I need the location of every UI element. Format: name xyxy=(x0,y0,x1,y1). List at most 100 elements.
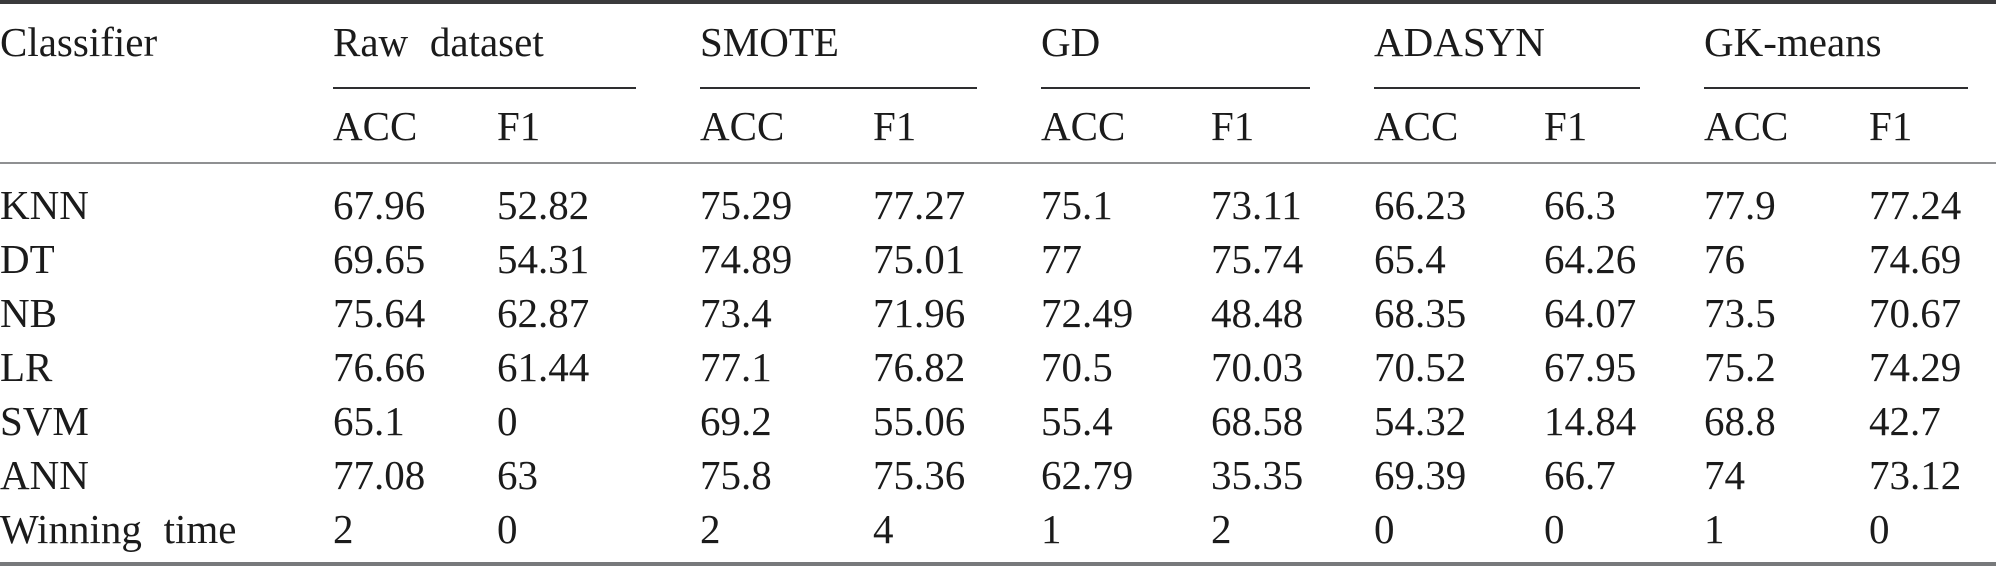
metric-header: ACC xyxy=(700,102,785,149)
table-cell: 67.95 xyxy=(1544,344,1637,390)
table-cell: 0 xyxy=(497,506,518,552)
row-label: Winning time xyxy=(0,506,237,552)
table-cell: 0 xyxy=(1869,506,1890,552)
group-underline xyxy=(1041,87,1310,89)
table-cell: 48.48 xyxy=(1211,290,1304,336)
table-cell: 64.26 xyxy=(1544,236,1637,282)
table-cell: 69.39 xyxy=(1374,452,1467,498)
table-cell: 73.5 xyxy=(1704,290,1776,336)
row-label: SVM xyxy=(0,398,89,444)
table-cell: 54.31 xyxy=(497,236,590,282)
table-cell: 52.82 xyxy=(497,182,590,228)
table-cell: 74.89 xyxy=(700,236,793,282)
table-cell: 77 xyxy=(1041,236,1082,282)
table-cell: 75.8 xyxy=(700,452,772,498)
group-underline xyxy=(333,87,636,89)
table-cell: 71.96 xyxy=(873,290,966,336)
row-label: ANN xyxy=(0,452,89,498)
metric-header: F1 xyxy=(1211,102,1255,149)
table-cell: 70.52 xyxy=(1374,344,1467,390)
table-cell: 75.74 xyxy=(1211,236,1304,282)
table-cell: 75.64 xyxy=(333,290,426,336)
group-header-raw-dataset: Raw dataset xyxy=(333,2,700,89)
metric-header: F1 xyxy=(1869,102,1913,149)
table-cell: 65.1 xyxy=(333,398,405,444)
table-cell: 66.7 xyxy=(1544,452,1616,498)
table-cell: 66.23 xyxy=(1374,182,1467,228)
table-cell: 14.84 xyxy=(1544,398,1637,444)
table-cell: 42.7 xyxy=(1869,398,1941,444)
table-cell: 70.5 xyxy=(1041,344,1113,390)
table-cell: 73.4 xyxy=(700,290,772,336)
group-header-gk-means: GK-means xyxy=(1704,2,1996,89)
table-cell: 55.4 xyxy=(1041,398,1113,444)
table-cell: 2 xyxy=(333,506,354,552)
table-row: Winning time 2 0 2 4 1 2 0 0 1 0 xyxy=(0,502,1996,564)
table-cell: 75.36 xyxy=(873,452,966,498)
table-cell: 2 xyxy=(1211,506,1232,552)
table-cell: 68.58 xyxy=(1211,398,1304,444)
group-underline xyxy=(1704,87,1969,89)
metric-header: F1 xyxy=(497,102,541,149)
table-cell: 61.44 xyxy=(497,344,590,390)
table-row: DT 69.65 54.31 74.89 75.01 77 75.74 65.4… xyxy=(0,232,1996,286)
row-label: KNN xyxy=(0,182,89,228)
table-cell: 1 xyxy=(1704,506,1725,552)
group-header-adasyn: ADASYN xyxy=(1374,2,1704,89)
group-header-label: GK-means xyxy=(1704,19,1882,65)
table-cell: 0 xyxy=(1544,506,1565,552)
table-cell: 76 xyxy=(1704,236,1746,282)
group-underline xyxy=(700,87,977,89)
group-header-label: ADASYN xyxy=(1374,19,1545,65)
table-cell: 62.87 xyxy=(497,290,590,336)
table-cell: 2 xyxy=(700,506,721,552)
table-cell: 4 xyxy=(873,506,894,552)
table-cell: 75.2 xyxy=(1704,344,1776,390)
table-cell: 63 xyxy=(497,452,538,498)
table-cell: 70.03 xyxy=(1211,344,1304,390)
metric-header: ACC xyxy=(1374,102,1459,149)
group-header-gd: GD xyxy=(1041,2,1374,89)
table-cell: 77.9 xyxy=(1704,182,1776,228)
column-header-classifier: Classifier xyxy=(0,19,158,65)
table-cell: 54.32 xyxy=(1374,398,1467,444)
table-cell: 35.35 xyxy=(1211,452,1304,498)
metric-header: F1 xyxy=(1544,102,1588,149)
table-cell: 69.2 xyxy=(700,398,772,444)
table-cell: 69.65 xyxy=(333,236,426,282)
table-cell: 74.69 xyxy=(1869,236,1962,282)
table-row: NB 75.64 62.87 73.4 71.96 72.49 48.48 68… xyxy=(0,286,1996,340)
metric-header: ACC xyxy=(333,102,418,149)
table-body: KNN 67.96 52.82 75.29 77.27 75.1 73.11 6… xyxy=(0,163,1996,564)
table-cell: 74.29 xyxy=(1869,344,1962,390)
group-header-smote: SMOTE xyxy=(700,2,1041,89)
metric-header-row: ACC F1 ACC F1 ACC F1 ACC F1 ACC F1 xyxy=(0,89,1996,163)
table-cell: 65.4 xyxy=(1374,236,1446,282)
table-cell: 75.29 xyxy=(700,182,793,228)
table-cell: 68.8 xyxy=(1704,398,1776,444)
table-cell: 76.82 xyxy=(873,344,966,390)
group-underline xyxy=(1374,87,1641,89)
table-row: KNN 67.96 52.82 75.29 77.27 75.1 73.11 6… xyxy=(0,163,1996,232)
table-cell: 62.79 xyxy=(1041,452,1134,498)
table-cell: 77.27 xyxy=(873,182,966,228)
table-row: SVM 65.1 0 69.2 55.06 55.4 68.58 54.32 1… xyxy=(0,394,1996,448)
table-cell: 77.1 xyxy=(700,344,772,390)
table-row: ANN 77.08 63 75.8 75.36 62.79 35.35 69.3… xyxy=(0,448,1996,502)
metric-header: F1 xyxy=(873,102,917,149)
metric-header: ACC xyxy=(1704,102,1789,149)
metric-header: ACC xyxy=(1041,102,1126,149)
group-header-label: GD xyxy=(1041,19,1101,65)
table-cell: 77.08 xyxy=(333,452,426,498)
table-cell: 75.1 xyxy=(1041,182,1113,228)
table-cell: 64.07 xyxy=(1544,290,1637,336)
table-cell: 73.12 xyxy=(1869,452,1962,498)
table-cell: 55.06 xyxy=(873,398,966,444)
table-cell: 66.3 xyxy=(1544,182,1616,228)
group-header-row: Classifier Raw dataset SMOTE GD ADASYN G… xyxy=(0,2,1996,89)
table-cell: 67.96 xyxy=(333,182,426,228)
table-cell: 76.66 xyxy=(333,344,426,390)
table-cell: 74 xyxy=(1704,452,1746,498)
group-header-label: SMOTE xyxy=(700,19,839,65)
